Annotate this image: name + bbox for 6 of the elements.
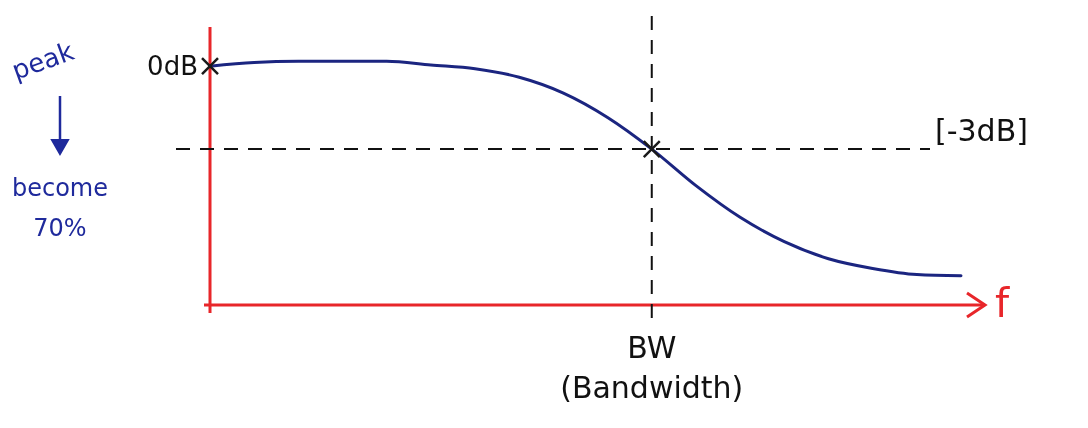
text: BW (Bandwidth) [560, 330, 744, 405]
text: peak [7, 35, 78, 86]
ref-line-label: [-3dB] [935, 113, 1028, 149]
x-axis-title: f [995, 280, 1010, 326]
text: 0dB [147, 51, 198, 82]
text: become 70% [11, 174, 109, 242]
